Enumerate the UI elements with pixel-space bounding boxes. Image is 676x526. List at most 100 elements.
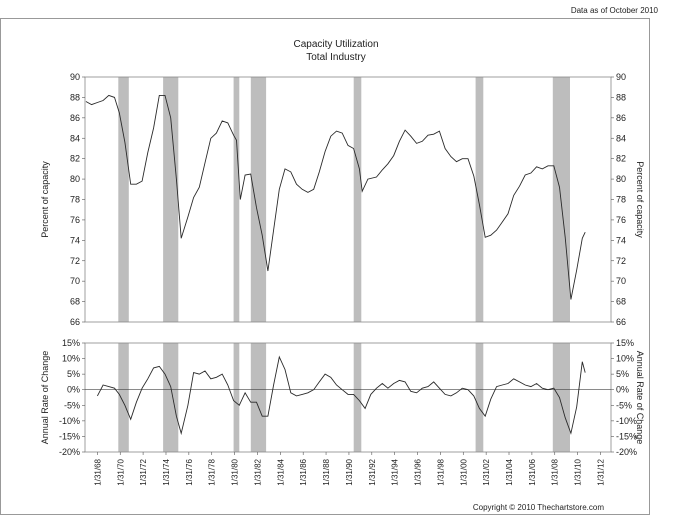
y-tick-label: 80 (70, 174, 80, 184)
y-tick-label: 74 (70, 235, 80, 245)
y-axis-label-right-top: Percent of capacity (635, 161, 645, 238)
x-axis-dates: 1/31/68 1/31/70 1/31/72 1/31/74 1/31/76 1/31/… (93, 452, 606, 486)
y-tick-label: 82 (70, 154, 80, 164)
chart-subtitle: Total Industry (306, 52, 365, 63)
chart-frame (0, 18, 650, 515)
x-tick-label: 1/31/96 (414, 458, 423, 485)
recession-band (163, 77, 179, 322)
y-tick-label: 82 (616, 154, 626, 164)
y-tick-label: 5% (616, 369, 629, 379)
y-tick-label: 90 (616, 72, 626, 82)
y-tick-label: 84 (70, 133, 80, 143)
y-tick-label: 68 (70, 297, 80, 307)
x-tick-label: 1/31/06 (528, 458, 537, 485)
y-axis-left-bottom: -20% -15% -10% -5% 0% 5% 10% 15% (59, 338, 85, 457)
x-tick-label: 1/31/92 (368, 458, 377, 485)
y-tick-label: 90 (70, 72, 80, 82)
recession-band (552, 77, 570, 322)
y-tick-label: -5% (64, 400, 80, 410)
y-tick-label: 0% (67, 385, 80, 395)
data-as-of-note: Data as of October 2010 (570, 6, 658, 15)
x-tick-label: 1/31/80 (231, 458, 240, 485)
x-tick-label: 1/31/10 (574, 458, 583, 485)
y-tick-label: 66 (616, 317, 626, 327)
y-tick-label: 78 (616, 195, 626, 205)
x-tick-label: 1/31/76 (185, 458, 194, 485)
y-tick-label: 68 (616, 297, 626, 307)
annual-rate-of-change-line (97, 355, 586, 436)
y-tick-label: 80 (616, 174, 626, 184)
y-tick-label: -20% (59, 447, 80, 457)
y-tick-label: 15% (616, 338, 634, 348)
y-tick-label: -5% (616, 400, 632, 410)
y-tick-label: 76 (616, 215, 626, 225)
x-tick-label: 1/31/90 (345, 458, 354, 485)
recession-band (118, 77, 129, 322)
y-tick-label: 15% (62, 338, 80, 348)
y-tick-label: 76 (70, 215, 80, 225)
x-tick-label: 1/31/02 (482, 458, 491, 485)
x-tick-label: 1/31/12 (597, 458, 606, 485)
x-tick-label: 1/31/84 (276, 458, 285, 485)
x-tick-label: 1/31/86 (299, 458, 308, 485)
y-tick-label: 78 (70, 195, 80, 205)
x-tick-label: 1/31/78 (208, 458, 217, 485)
y-tick-label: 10% (616, 354, 634, 364)
recession-shading-top (118, 77, 570, 322)
capacity-utilization-line (85, 94, 586, 300)
x-tick-label: 1/31/04 (505, 458, 514, 485)
x-tick-label: 1/31/68 (93, 458, 102, 485)
y-axis-right-top: 66 68 70 72 74 76 78 80 82 84 86 88 90 (611, 72, 626, 327)
recession-band (475, 77, 484, 322)
y-tick-label: 74 (616, 235, 626, 245)
y-tick-label: 66 (70, 317, 80, 327)
y-tick-label: -10% (59, 416, 80, 426)
chart-title: Capacity Utilization (293, 39, 378, 50)
plot-frame-bottom (84, 342, 612, 453)
recession-shading-bottom (118, 343, 570, 452)
y-tick-label: 86 (70, 113, 80, 123)
y-tick-label: 10% (62, 354, 80, 364)
y-tick-label: -20% (616, 447, 637, 457)
y-axis-right-bottom: -20% -15% -10% -5% 0% 5% 10% 15% (611, 338, 637, 457)
recession-band (163, 343, 179, 452)
y-tick-label: 88 (616, 92, 626, 102)
x-tick-label: 1/31/70 (116, 458, 125, 485)
y-tick-label: 88 (70, 92, 80, 102)
recession-band (353, 343, 362, 452)
x-tick-label: 1/31/00 (459, 458, 468, 485)
capacity-utilization-panel: 66 68 70 72 74 76 78 80 82 84 86 88 90 66 68 70 72 74 76 7… (40, 72, 645, 327)
recession-band (552, 343, 570, 452)
y-axis-label-right-bottom: Annual Rate of Change (635, 351, 645, 445)
y-tick-label: 72 (70, 256, 80, 266)
recession-band (250, 343, 267, 452)
y-axis-label-left-top: Percent of capacity (40, 161, 50, 238)
recession-band (250, 77, 267, 322)
x-tick-label: 1/31/94 (391, 458, 400, 485)
y-tick-label: -15% (616, 431, 637, 441)
copyright-note: Copyright © 2010 Thechartstore.com (472, 503, 604, 512)
y-axis-label-left-bottom: Annual Rate of Change (40, 351, 50, 445)
recession-band (233, 343, 240, 452)
annual-rate-of-change-panel: -20% -15% -10% -5% 0% 5% 10% 15% -20% -15% -10% -5… (40, 338, 645, 486)
recession-band (353, 77, 362, 322)
y-tick-label: -10% (616, 416, 637, 426)
y-tick-label: 70 (616, 276, 626, 286)
x-tick-label: 1/31/98 (436, 458, 445, 485)
y-tick-label: 5% (67, 369, 80, 379)
y-tick-label: 72 (616, 256, 626, 266)
x-tick-label: 1/31/82 (254, 458, 263, 485)
y-tick-label: -15% (59, 431, 80, 441)
y-axis-left-top: 66 68 70 72 74 76 78 80 82 84 86 88 90 (70, 72, 85, 327)
recession-band (475, 343, 484, 452)
x-tick-label: 1/31/88 (322, 458, 331, 485)
y-tick-label: 70 (70, 276, 80, 286)
recession-band (233, 77, 240, 322)
x-tick-label: 1/31/74 (162, 458, 171, 485)
x-tick-label: 1/31/08 (551, 458, 560, 485)
y-tick-label: 84 (616, 133, 626, 143)
y-tick-label: 0% (616, 385, 629, 395)
y-tick-label: 86 (616, 113, 626, 123)
recession-band (118, 343, 129, 452)
